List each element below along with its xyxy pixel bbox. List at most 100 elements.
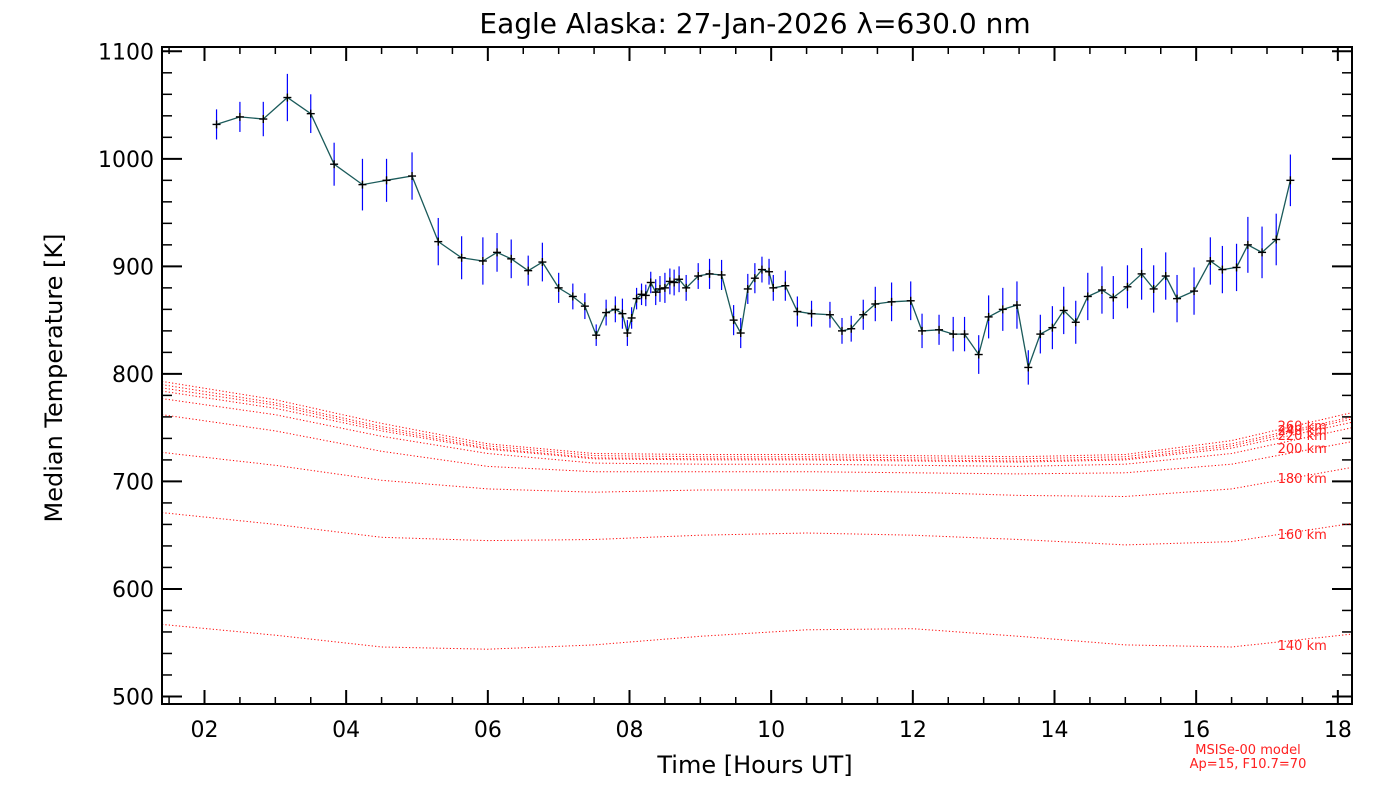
- data-point: [632, 294, 641, 303]
- x-tick-label: 18: [1324, 718, 1352, 743]
- data-point: [750, 274, 759, 283]
- data-point: [524, 266, 533, 275]
- model-curve: [161, 387, 1353, 462]
- model-curve-label: 260 km: [1278, 420, 1327, 435]
- y-tick-label: 700: [112, 470, 154, 495]
- data-point: [641, 291, 650, 300]
- data-point: [871, 299, 880, 308]
- data-point: [1012, 301, 1021, 310]
- chart-title: Eagle Alaska: 27-Jan-2026 λ=630.0 nm: [479, 7, 1030, 40]
- model-curve-label: 240 km: [1278, 424, 1327, 439]
- data-point: [235, 112, 244, 121]
- model-curve: [161, 414, 1353, 475]
- data-point: [887, 297, 896, 306]
- x-tick-label: 08: [616, 718, 644, 743]
- x-tick-label: 16: [1182, 718, 1210, 743]
- data-point: [408, 172, 417, 181]
- data-point: [627, 313, 636, 322]
- data-point: [358, 180, 367, 189]
- data-point: [906, 296, 915, 305]
- data-point: [554, 283, 563, 292]
- data-point: [825, 310, 834, 319]
- model-curve-label: 220 km: [1278, 429, 1327, 444]
- data-point: [757, 265, 766, 274]
- model-note-line1: MSISe-00 model: [1195, 743, 1300, 758]
- data-point: [1097, 286, 1106, 295]
- data-point: [998, 305, 1007, 314]
- temperature-line: [216, 96, 1292, 370]
- model-curve-label: 160 km: [1278, 528, 1327, 543]
- data-point: [538, 258, 547, 267]
- data-point: [1258, 248, 1267, 257]
- data-point: [1272, 235, 1281, 244]
- data-point: [259, 115, 268, 124]
- data-point: [651, 288, 660, 297]
- data-point: [1206, 256, 1215, 265]
- model-curve: [161, 623, 1353, 650]
- model-curve: [161, 451, 1353, 498]
- x-tick-label: 02: [191, 718, 219, 743]
- data-point: [1149, 284, 1158, 293]
- data-point: [1218, 265, 1227, 274]
- plot-frame: [161, 46, 1353, 705]
- data-point: [568, 292, 577, 301]
- data-point: [580, 302, 589, 311]
- data-point: [960, 330, 969, 339]
- data-point: [670, 278, 679, 287]
- data-point: [592, 331, 601, 340]
- model-curve: [161, 380, 1353, 458]
- x-tick-label: 10: [757, 718, 785, 743]
- data-point: [1071, 318, 1080, 327]
- data-point: [1243, 240, 1252, 249]
- data-point: [1123, 282, 1132, 291]
- data-point: [1232, 263, 1241, 272]
- y-tick-label: 500: [112, 685, 154, 710]
- data-point: [1036, 330, 1045, 339]
- y-axis-label: Median Temperature [K]: [40, 233, 68, 522]
- data-point: [717, 270, 726, 279]
- data-point: [781, 281, 790, 290]
- data-point: [729, 316, 738, 325]
- data-point: [283, 93, 292, 102]
- data-point: [507, 254, 516, 263]
- measurement-series: [212, 73, 1295, 385]
- data-point: [974, 350, 983, 359]
- data-point: [736, 329, 745, 338]
- data-point: [847, 324, 856, 333]
- y-tick-label: 800: [112, 363, 154, 388]
- x-tick-label: 14: [1041, 718, 1069, 743]
- data-point: [769, 283, 778, 292]
- data-point: [705, 269, 714, 278]
- data-point: [1109, 293, 1118, 302]
- data-point: [637, 290, 646, 299]
- y-tick-label: 900: [112, 255, 154, 280]
- data-point: [602, 308, 611, 317]
- data-point: [1286, 176, 1295, 185]
- data-point: [618, 309, 627, 318]
- y-tick-label: 600: [112, 578, 154, 603]
- data-point: [646, 278, 655, 287]
- data-point: [330, 160, 339, 169]
- x-tick-label: 12: [899, 718, 927, 743]
- data-point: [623, 329, 632, 338]
- model-curve-label: 200 km: [1278, 442, 1327, 457]
- x-axis-label: Time [Hours UT]: [656, 751, 852, 779]
- data-point: [793, 307, 802, 316]
- data-point: [765, 267, 774, 276]
- data-point: [1137, 269, 1146, 278]
- data-point: [306, 109, 315, 118]
- data-point: [935, 325, 944, 334]
- data-point: [478, 256, 487, 265]
- y-tick-label: 1000: [98, 148, 154, 173]
- data-point: [984, 312, 993, 321]
- data-point: [212, 120, 221, 129]
- data-point: [1190, 287, 1199, 296]
- model-curve: [161, 512, 1353, 546]
- data-point: [434, 237, 443, 246]
- model-curve-label: 140 km: [1278, 639, 1327, 654]
- data-point: [918, 326, 927, 335]
- data-point: [1083, 292, 1092, 301]
- data-point: [655, 284, 664, 293]
- data-point: [743, 284, 752, 293]
